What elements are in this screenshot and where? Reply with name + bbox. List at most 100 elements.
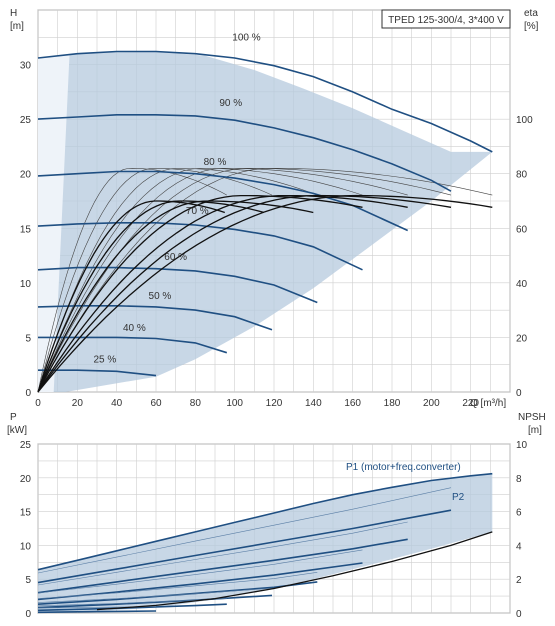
- power-npsh-panel: 0 5 10 15 20 25 0 2 4 6 8 10 P [kW] NPSH [m] P1 (m…: [7, 412, 546, 620]
- efficiency-curve-thin: [37, 168, 452, 393]
- efficiency-curve: [37, 194, 363, 393]
- head-tick-label: 30: [20, 61, 32, 72]
- npsh-axis-unit: [m]: [528, 425, 542, 436]
- head-tick-label: 20: [20, 170, 32, 181]
- npsh-curve: [96, 531, 493, 611]
- head-curve: [38, 336, 228, 354]
- head-curve-label: 60 %: [164, 252, 187, 263]
- power-curve-thin: [37, 572, 318, 599]
- efficiency-tick-label: 0: [516, 388, 522, 399]
- efficiency-tick-label: 100: [516, 115, 533, 126]
- chart-title: TPED 125-300/4, 3*400 V: [388, 15, 504, 26]
- efficiency-tick-label: 20: [516, 333, 528, 344]
- npsh-tick-label: 0: [516, 609, 522, 620]
- power-tick-label: 5: [25, 575, 31, 586]
- head-curve: [37, 266, 318, 304]
- efficiency-curve: [37, 200, 265, 393]
- efficiency-curve-thin: [37, 167, 493, 393]
- power-curve: [37, 509, 452, 584]
- head-axis-label: H: [10, 8, 17, 19]
- p2-label: P2: [452, 492, 465, 503]
- efficiency-curve: [37, 194, 493, 393]
- flow-tick-label: 180: [384, 398, 401, 409]
- head-tick-label: 15: [20, 224, 32, 235]
- efficiency-tick-label: 80: [516, 170, 528, 181]
- flow-tick-label: 200: [423, 398, 440, 409]
- power-curve: [37, 594, 273, 609]
- efficiency-axis-label: eta: [524, 8, 538, 19]
- head-curve: [37, 170, 409, 232]
- head-curve: [37, 222, 363, 271]
- head-curve-labels: 100 % 90 % 80 % 70 % 60 % 50 % 40 % 25 %: [93, 33, 260, 366]
- head-efficiency-panel: 100 % 90 % 80 % 70 % 60 % 50 % 40 % 25 % 0 20 40 6…: [10, 8, 539, 409]
- flow-tick-label: 60: [150, 398, 162, 409]
- npsh-axis-label: NPSH: [518, 412, 546, 423]
- flow-tick-label: 120: [266, 398, 283, 409]
- head-tick-label: 0: [25, 388, 31, 399]
- efficiency-curve: [37, 194, 408, 393]
- p1-label: P1 (motor+freq.converter): [346, 462, 461, 473]
- head-tick-labels: 0 5 10 15 20 25 30: [20, 61, 32, 399]
- chart-title-box: [381, 9, 511, 29]
- head-tick-label: 5: [25, 333, 31, 344]
- power-curve: [37, 562, 363, 601]
- flow-tick-label: 140: [305, 398, 322, 409]
- head-curve-label: 70 %: [186, 206, 209, 217]
- efficiency-curve-thin: [37, 167, 227, 393]
- flow-tick-label: 160: [344, 398, 361, 409]
- p1-curve: [37, 472, 493, 571]
- efficiency-curve-thin: [37, 168, 363, 393]
- power-axis-unit: [kW]: [7, 425, 27, 436]
- flow-axis-label: Q [m³/h]: [470, 398, 506, 409]
- head-curve-label: 80 %: [204, 157, 227, 168]
- efficiency-axis-unit: [%]: [524, 21, 539, 32]
- head-curve-label: 25 %: [93, 355, 116, 366]
- flow-tick-label: 40: [111, 398, 123, 409]
- efficiency-tick-labels: 0 20 40 60 80 100: [516, 115, 533, 399]
- flow-tick-label: 80: [190, 398, 202, 409]
- npsh-tick-label: 8: [516, 474, 522, 485]
- power-tick-label: 10: [20, 541, 32, 552]
- power-tick-label: 20: [20, 474, 32, 485]
- power-curve: [37, 538, 408, 594]
- head-curve: [37, 114, 452, 192]
- efficiency-curves-thick: [37, 194, 493, 393]
- power-curve-thin: [37, 549, 363, 594]
- head-curve-label: 90 %: [219, 98, 242, 109]
- npsh-tick-label: 2: [516, 575, 522, 586]
- power-tick-labels: 0 5 10 15 20 25: [20, 440, 32, 620]
- head-curve-label: 50 %: [149, 291, 172, 302]
- power-curve: [37, 610, 157, 614]
- head-tick-label: 10: [20, 279, 32, 290]
- head-curve-label: 40 %: [123, 323, 146, 334]
- head-tick-label: 25: [20, 115, 32, 126]
- npsh-tick-label: 4: [516, 541, 522, 552]
- npsh-tick-label: 10: [516, 440, 528, 451]
- power-tick-label: 0: [25, 609, 31, 620]
- power-tick-label: 15: [20, 508, 32, 519]
- power-curve-thin: [37, 487, 452, 574]
- efficiency-curve: [37, 194, 452, 393]
- flow-tick-labels: 0 20 40 60 80 100 120 140 160 180 200 220: [35, 398, 479, 409]
- head-curves: [37, 50, 493, 377]
- flow-tick-label: 220: [462, 398, 479, 409]
- flow-tick-label: 100: [226, 398, 243, 409]
- efficiency-tick-label: 40: [516, 279, 528, 290]
- efficiency-curve-thin: [37, 168, 408, 393]
- head-curve: [37, 305, 273, 331]
- efficiency-tick-label: 60: [516, 224, 528, 235]
- flow-tick-label: 0: [35, 398, 41, 409]
- head-curve-label: 100 %: [232, 33, 260, 44]
- power-axis-label: P: [10, 412, 17, 423]
- npsh-tick-label: 6: [516, 508, 522, 519]
- head-curve: [38, 369, 157, 377]
- flow-tick-label: 20: [72, 398, 84, 409]
- head-curve: [37, 50, 493, 153]
- power-tick-label: 25: [20, 440, 32, 451]
- efficiency-curve: [37, 200, 226, 393]
- power-curve: [37, 603, 227, 612]
- npsh-tick-labels: 0 2 4 6 8 10: [516, 440, 528, 620]
- efficiency-curve: [37, 200, 314, 393]
- low-flow-region: [38, 54, 70, 392]
